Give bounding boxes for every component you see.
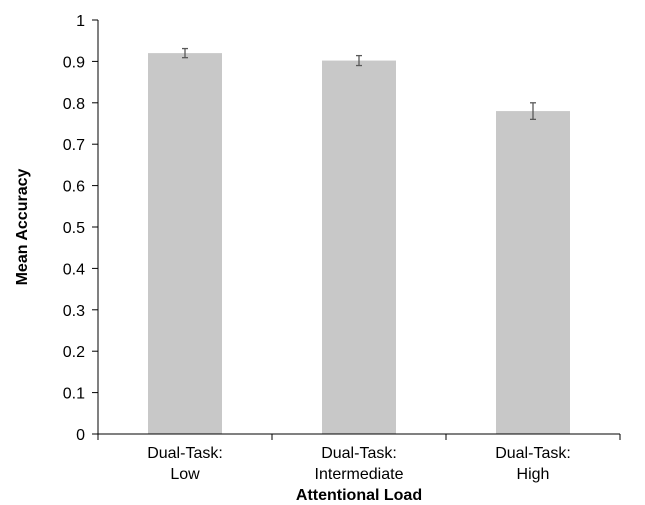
y-axis-ticks: 0 0.1 0.2 0.3 0.4 0.5 0.6 0.7 0.8 0.9 1 xyxy=(63,13,98,444)
bars xyxy=(148,53,570,435)
x-category-label-line: High xyxy=(517,466,550,483)
error-bar xyxy=(530,102,536,121)
x-category-label: Dual-Task: High xyxy=(495,445,571,483)
y-tick-label: 0.9 xyxy=(63,54,85,71)
y-tick-label: 0 xyxy=(76,427,85,444)
y-tick-label: 0.6 xyxy=(63,179,85,196)
y-tick-label: 0.8 xyxy=(63,96,85,113)
y-tick-label: 1 xyxy=(76,13,85,30)
x-axis-title: Attentional Load xyxy=(296,487,422,504)
x-category-label-line: Intermediate xyxy=(315,466,404,483)
error-bar xyxy=(356,54,362,67)
y-tick-label: 0.7 xyxy=(63,137,85,154)
x-category-label: Dual-Task: Low xyxy=(147,445,223,483)
x-category-label-line: Dual-Task: xyxy=(495,445,571,462)
y-tick-label: 0.5 xyxy=(63,220,85,237)
x-category-label-line: Dual-Task: xyxy=(147,445,223,462)
x-category-label-line: Low xyxy=(170,466,200,483)
error-bars xyxy=(182,47,536,121)
y-axis-title: Mean Accuracy xyxy=(14,169,31,286)
y-tick-label: 0.2 xyxy=(63,344,85,361)
y-tick-label: 0.3 xyxy=(63,303,85,320)
error-bar xyxy=(182,47,188,59)
x-axis-category-labels: Dual-Task:LowDual-Task:IntermediateDual-… xyxy=(147,445,571,483)
bar xyxy=(322,60,396,435)
x-category-label: Dual-Task: Intermediate xyxy=(315,445,404,483)
y-tick-label: 0.1 xyxy=(63,386,85,403)
axes xyxy=(97,20,621,440)
bar xyxy=(148,53,222,435)
x-category-label-line: Dual-Task: xyxy=(321,445,397,462)
y-tick-label: 0.4 xyxy=(63,261,85,278)
bar xyxy=(496,111,570,434)
